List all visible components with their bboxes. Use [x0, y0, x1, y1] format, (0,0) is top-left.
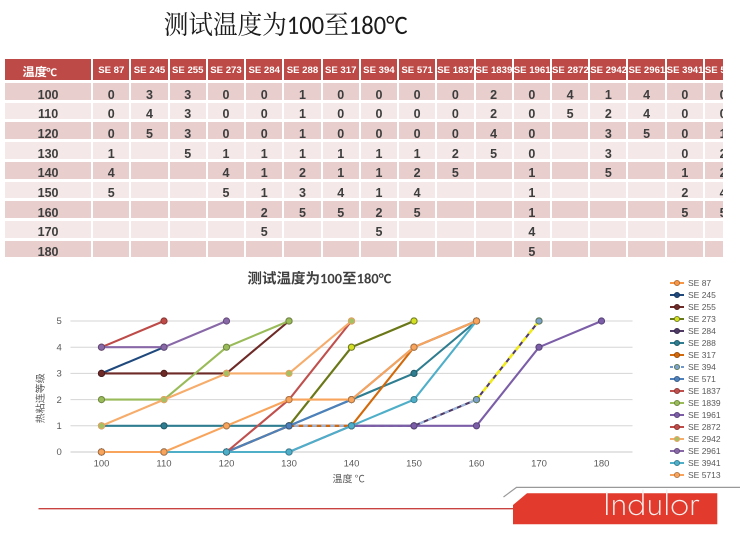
svg-text:170: 170 — [531, 459, 547, 470]
svg-text:SE 255: SE 255 — [688, 302, 716, 312]
svg-text:150: 150 — [406, 459, 422, 470]
svg-text:160: 160 — [469, 459, 485, 470]
svg-text:SE 2942: SE 2942 — [688, 434, 721, 444]
svg-text:0: 0 — [57, 447, 62, 458]
svg-text:SE 571: SE 571 — [688, 374, 716, 384]
svg-text:4: 4 — [57, 342, 62, 353]
svg-text:SE 87: SE 87 — [688, 278, 711, 288]
svg-text:5: 5 — [57, 316, 62, 327]
svg-text:1: 1 — [57, 421, 62, 432]
svg-text:SE 317: SE 317 — [688, 350, 716, 360]
svg-text:SE 288: SE 288 — [688, 338, 716, 348]
svg-text:130: 130 — [281, 459, 297, 470]
svg-text:3: 3 — [57, 369, 62, 380]
svg-text:SE 3941: SE 3941 — [688, 458, 721, 468]
svg-text:SE 5713: SE 5713 — [688, 470, 721, 480]
svg-text:SE 273: SE 273 — [688, 314, 716, 324]
svg-text:120: 120 — [219, 459, 235, 470]
svg-text:140: 140 — [344, 459, 360, 470]
svg-text:SE 1839: SE 1839 — [688, 398, 721, 408]
svg-text:SE 2872: SE 2872 — [688, 422, 721, 432]
svg-text:2: 2 — [57, 395, 62, 406]
svg-text:SE 245: SE 245 — [688, 290, 716, 300]
svg-text:SE 2961: SE 2961 — [688, 446, 721, 456]
svg-text:SE 394: SE 394 — [688, 362, 716, 372]
svg-text:SE 284: SE 284 — [688, 326, 716, 336]
svg-text:SE 1961: SE 1961 — [688, 410, 721, 420]
svg-text:180: 180 — [594, 459, 610, 470]
svg-text:SE 1837: SE 1837 — [688, 386, 721, 396]
svg-text:100: 100 — [94, 459, 110, 470]
svg-text:110: 110 — [156, 459, 171, 470]
